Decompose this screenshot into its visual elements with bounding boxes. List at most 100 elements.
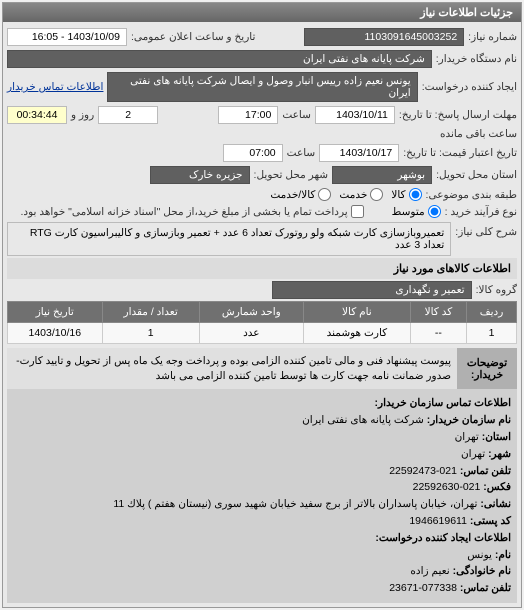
goods-table-header: ردیف کد کالا نام کالا واحد شمارش تعداد /…	[8, 302, 517, 323]
cell-0-3: عدد	[199, 323, 303, 344]
cell-0-1: --	[410, 323, 466, 344]
fax-value: 021-22592630	[413, 481, 481, 493]
city-label: شهر:	[488, 448, 511, 460]
creator-label: ایجاد کننده درخواست:	[422, 81, 517, 93]
row-goods-group: گروه کالا: تعمیر و نگهداری	[7, 279, 517, 301]
budget-opt-2[interactable]: کالا/خدمت	[270, 188, 331, 201]
keyword-field: تعمیروبازسازی کارت شبکه ولو روتورک تعداد…	[7, 222, 451, 256]
row-keyword: شرح کلی نیاز: تعمیروبازسازی کارت شبکه ول…	[7, 220, 517, 258]
city-value: تهران	[461, 448, 485, 460]
goods-group-field: تعمیر و نگهداری	[272, 281, 472, 299]
delivery-province-label: استان محل تحویل:	[436, 169, 517, 181]
budget-radio-group: کالا خدمت کالا/خدمت	[270, 188, 421, 201]
remaining-label: ساعت باقی مانده	[440, 128, 517, 140]
deadline-date-field: 1403/10/11	[315, 106, 395, 124]
budget-opt-1-label: خدمت	[339, 189, 367, 201]
process-note-chk[interactable]	[351, 205, 364, 218]
contact-title: اطلاعات تماس سازمان خریدار:	[375, 397, 511, 409]
process-note-checkbox[interactable]: پرداخت تمام یا بخشی از مبلغ خرید،از محل …	[20, 205, 363, 218]
fax-label: فکس:	[483, 481, 511, 493]
req-no-field: 1103091645003252	[304, 28, 464, 46]
org-label: نام سازمان خریدار:	[427, 414, 511, 426]
col-0: ردیف	[467, 302, 517, 323]
row-validity: تاریخ اعتبار قیمت: تا تاریخ: 1403/10/17 …	[7, 142, 517, 164]
fname-value: یونس	[467, 549, 492, 561]
delivery-city-label: شهر محل تحویل:	[254, 169, 329, 181]
desc-label: توضیحات خریدار:	[457, 348, 517, 389]
cell-0-5: 1403/10/16	[8, 323, 103, 344]
row-req-no: شماره نیاز: 1103091645003252 تاریخ و ساع…	[7, 26, 517, 48]
col-3: واحد شمارش	[199, 302, 303, 323]
province-label: استان:	[482, 431, 511, 443]
zip-value: 1946619611	[409, 515, 467, 527]
col-5: تاریخ نیاز	[8, 302, 103, 323]
row-budget: طبقه بندی موضوعی: کالا خدمت کالا/خدمت	[7, 186, 517, 203]
process-opt-0-label: متوسط	[392, 206, 425, 218]
cell-0-2: کارت هوشمند	[303, 323, 410, 344]
row-deadline: مهلت ارسال پاسخ: تا تاریخ: 1403/10/11 سا…	[7, 104, 517, 142]
contact-section: اطلاعات تماس سازمان خریدار: نام سازمان خ…	[7, 389, 517, 603]
budget-radio-0[interactable]	[409, 188, 422, 201]
col-4: تعداد / مقدار	[102, 302, 199, 323]
validity-date-field: 1403/10/17	[319, 144, 399, 162]
pub-date-field: 1403/10/09 - 16:05	[7, 28, 127, 46]
days-remaining-field: 2	[98, 106, 158, 124]
tel-value: 021-22592473	[389, 465, 457, 477]
delivery-city-field: جزیره خارک	[150, 166, 250, 184]
form-body: شماره نیاز: 1103091645003252 تاریخ و ساع…	[3, 22, 521, 607]
row-creator: ایجاد کننده درخواست: یونس نعیم زاده رییس…	[7, 70, 517, 104]
budget-radio-1[interactable]	[370, 188, 383, 201]
delivery-province-field: بوشهر	[332, 166, 432, 184]
budget-radio-2[interactable]	[318, 188, 331, 201]
time-label-1: ساعت	[282, 109, 311, 121]
row-buyer-org: نام دستگاه خریدار: شرکت پایانه های نفتی …	[7, 48, 517, 70]
tel-label: تلفن تماس:	[460, 465, 511, 477]
cell-0-0: 1	[467, 323, 517, 344]
deadline-time-field: 17:00	[218, 106, 278, 124]
goods-table: ردیف کد کالا نام کالا واحد شمارش تعداد /…	[7, 301, 517, 344]
fname-label: نام:	[495, 549, 511, 561]
budget-opt-0[interactable]: کالا	[391, 188, 421, 201]
phone-label: تلفن تماس:	[460, 582, 511, 594]
budget-opt-1[interactable]: خدمت	[339, 188, 383, 201]
col-1: کد کالا	[410, 302, 466, 323]
details-panel: جزئیات اطلاعات نیاز شماره نیاز: 11030916…	[2, 2, 522, 608]
deadline-label: مهلت ارسال پاسخ: تا تاریخ:	[399, 109, 517, 121]
budget-opt-0-label: کالا	[391, 189, 405, 201]
validity-time-field: 07:00	[223, 144, 283, 162]
req-creator-title: اطلاعات ایجاد کننده درخواست:	[375, 532, 511, 544]
days-label: روز و	[71, 109, 94, 121]
process-opt-0[interactable]: متوسط	[392, 205, 441, 218]
row-delivery: استان محل تحویل: بوشهر شهر محل تحویل: جز…	[7, 164, 517, 186]
creator-field: یونس نعیم زاده رییس انبار وصول و ایصال ش…	[107, 72, 417, 102]
process-label: نوع فرآیند خرید :	[445, 206, 517, 218]
process-radio-0[interactable]	[428, 205, 441, 218]
keyword-label: شرح کلی نیاز:	[455, 222, 517, 238]
budget-opt-2-label: کالا/خدمت	[270, 189, 315, 201]
goods-section-title: اطلاعات کالاهای مورد نیاز	[7, 258, 517, 279]
zip-label: کد پستی:	[470, 515, 511, 527]
province-value: تهران	[455, 431, 479, 443]
contact-link[interactable]: اطلاعات تماس خریدار	[7, 81, 103, 93]
row-process: نوع فرآیند خرید : متوسط پرداخت تمام یا ب…	[7, 203, 517, 220]
table-row: 1 -- کارت هوشمند عدد 1 1403/10/16	[8, 323, 517, 344]
buyer-org-field: شرکت پایانه های نفتی ایران	[7, 50, 432, 68]
pub-date-label: تاریخ و ساعت اعلان عمومی:	[131, 31, 255, 43]
req-no-label: شماره نیاز:	[468, 31, 517, 43]
time-remaining-field: 00:34:44	[7, 106, 67, 124]
col-2: نام کالا	[303, 302, 410, 323]
process-note-label: پرداخت تمام یا بخشی از مبلغ خرید،از محل …	[20, 206, 347, 218]
desc-text: پیوست پیشنهاد فنی و مالی تامین کننده الز…	[7, 348, 457, 389]
addr-value: تهران، خیابان پاسداران بالاتر از برج سفی…	[113, 498, 477, 510]
org-value: شرکت پایانه های نفتی ایران	[302, 414, 424, 426]
validity-label: تاریخ اعتبار قیمت: تا تاریخ:	[403, 147, 517, 159]
phone-value: 077338-23671	[389, 582, 457, 594]
buyer-org-label: نام دستگاه خریدار:	[436, 53, 517, 65]
panel-title: جزئیات اطلاعات نیاز	[3, 3, 521, 22]
goods-group-label: گروه کالا:	[476, 284, 517, 296]
budget-label: طبقه بندی موضوعی:	[426, 189, 517, 201]
addr-label: نشانی:	[480, 498, 511, 510]
description-row: توضیحات خریدار: پیوست پیشنهاد فنی و مالی…	[7, 348, 517, 389]
time-label-2: ساعت	[287, 147, 316, 159]
cell-0-4: 1	[102, 323, 199, 344]
